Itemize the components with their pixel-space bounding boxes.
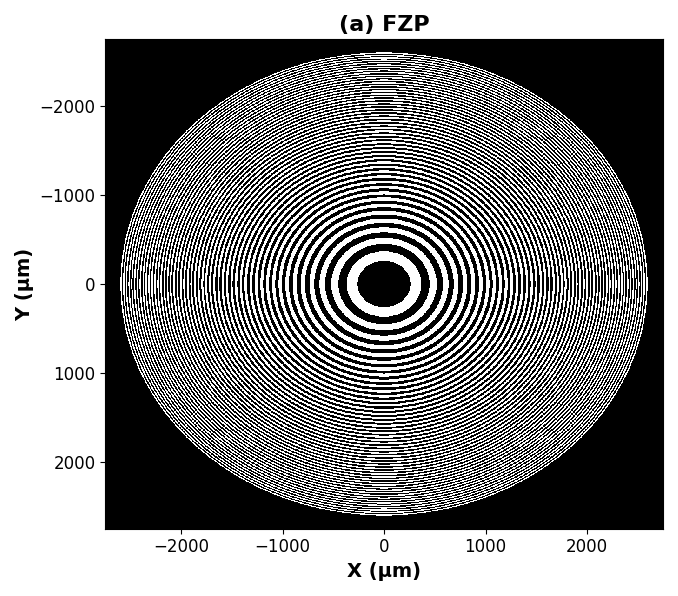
X-axis label: X (μm): X (μm) bbox=[347, 562, 421, 581]
Title: (a) FZP: (a) FZP bbox=[339, 15, 429, 35]
Y-axis label: Y (μm): Y (μm) bbox=[15, 247, 34, 321]
